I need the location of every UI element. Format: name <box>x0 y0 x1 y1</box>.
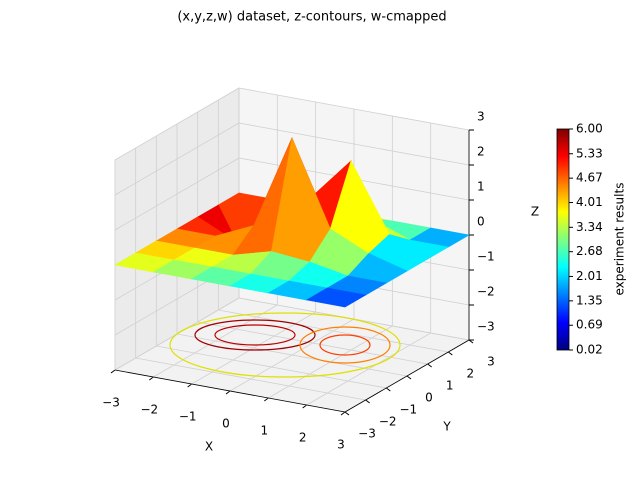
grid-line <box>135 357 366 401</box>
x-tick-label: 3 <box>337 438 345 452</box>
contour <box>214 324 296 346</box>
z-tick-label: −3 <box>477 320 495 334</box>
colorbar-tick-label: 4.01 <box>576 195 603 209</box>
colorbar-tick-label: 4.67 <box>576 171 603 185</box>
x-tick <box>149 376 154 381</box>
y-tick-label: −1 <box>399 403 417 417</box>
colorbar-tick-label: 5.33 <box>576 146 603 160</box>
y-tick-label: 0 <box>425 391 433 405</box>
grid-line <box>176 333 408 377</box>
y-tick-label: −3 <box>358 427 376 441</box>
x-axis-label: X <box>205 440 213 454</box>
colorbar-tick-label: 2.01 <box>576 269 603 283</box>
x-tick-label: −1 <box>179 410 197 424</box>
x-tick <box>187 383 192 388</box>
contour <box>299 326 391 364</box>
y-tick-label: 2 <box>467 367 475 381</box>
x-tick <box>302 404 307 409</box>
y-tick <box>365 399 370 404</box>
contours <box>169 312 401 378</box>
y-tick <box>344 411 350 416</box>
colorbar-tick-label: 1.35 <box>576 293 603 307</box>
z-tick-label: 1 <box>477 180 485 194</box>
y-tick-label: 3 <box>487 355 495 369</box>
colorbar-tick-label: 0.69 <box>576 318 603 332</box>
surface-patch <box>305 287 367 308</box>
y-tick <box>448 351 453 356</box>
surface <box>114 136 470 308</box>
grid-line <box>156 345 387 389</box>
y-tick <box>406 375 412 380</box>
z-tick-label: −2 <box>477 285 495 299</box>
grid-line <box>238 122 470 166</box>
y-axis <box>344 339 470 413</box>
colorbar <box>556 128 570 351</box>
grid-line <box>114 87 240 161</box>
grid-line <box>114 122 240 196</box>
chart-title: (x,y,z,w) dataset, z-contours, w-cmapped <box>177 10 446 25</box>
z-axis-label: Z <box>531 205 539 219</box>
x-tick-label: 0 <box>222 417 230 431</box>
z-tick-label: 3 <box>477 110 485 124</box>
grid-line <box>218 309 449 353</box>
x-tick-label: 1 <box>261 424 269 438</box>
grid-line <box>114 157 240 231</box>
y-tick-label: 1 <box>446 379 454 393</box>
x-tick <box>264 397 269 402</box>
x-tick <box>110 369 116 374</box>
colorbar-tick-label: 6.00 <box>576 122 603 136</box>
contour <box>319 334 371 356</box>
z-tick-label: 2 <box>477 145 485 159</box>
y-tick <box>386 387 391 392</box>
x-tick <box>225 390 231 395</box>
contour <box>194 319 316 351</box>
contour <box>169 312 401 378</box>
colorbar-label: experiment results <box>613 183 627 296</box>
z-tick-label: 0 <box>477 215 485 229</box>
colorbar-ticks: 0.02 0.69 1.35 2.01 2.68 3.34 4.01 4.67 5.33 6.00 <box>569 122 603 357</box>
colorbar-tick-label: 3.34 <box>576 220 603 234</box>
colorbar-tick-label: 2.68 <box>576 244 603 258</box>
x-tick-label: 2 <box>299 431 307 445</box>
x-axis <box>114 369 346 413</box>
grid-line <box>238 87 470 131</box>
x-tick-label: −3 <box>102 396 120 410</box>
z-tick-label: −1 <box>477 250 495 264</box>
grid-line <box>197 321 428 365</box>
y-tick <box>427 363 432 368</box>
y-axis-label: Y <box>442 420 451 434</box>
x-tick-label: −2 <box>140 403 158 417</box>
x-tick <box>340 411 346 416</box>
colorbar-tick-label: 0.02 <box>576 343 603 357</box>
y-tick-label: −2 <box>379 415 397 429</box>
